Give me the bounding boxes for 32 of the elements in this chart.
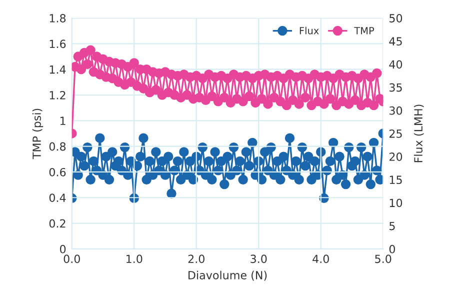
y-tick-label: 0.4 (49, 194, 66, 202)
x-tick-label: 3.0 (250, 254, 267, 264)
legend-label: Flux (300, 26, 319, 34)
y2-tick-label: 15 (390, 176, 402, 184)
y2-tick-label: 10 (390, 198, 402, 208)
y2-tick-label: 5 (390, 222, 395, 230)
legend-label: TMP (354, 27, 374, 34)
x-tick-label: 1.0 (126, 254, 142, 264)
y-axis-title: TMP (psi) (32, 108, 44, 160)
y2-tick-label: 35 (390, 83, 402, 92)
x-tick-label: 0.0 (64, 254, 80, 264)
y-tick-label: 1.6 (50, 40, 66, 48)
y-tick-label: 0.8 (49, 142, 66, 151)
y-tick-label: 0.6 (49, 168, 66, 176)
x-tick-label: 5.0 (375, 254, 392, 264)
x-tick-label: 4.0 (312, 254, 329, 264)
y-tick-label: 0.2 (49, 219, 66, 228)
x-axis-title: Diavolume (N) (188, 270, 267, 281)
y2-tick-label: 20 (389, 152, 402, 161)
y-tick-label: 1.4 (50, 65, 66, 74)
y-tick-label: 0 (60, 244, 66, 254)
x-tick-label: 2.0 (188, 254, 204, 264)
y2-tick-label: 50 (390, 14, 402, 22)
y2-tick-label: 40 (389, 60, 402, 69)
y-tick-label: 1.2 (50, 90, 66, 100)
y2-axis-title: Flux (LMH) (414, 104, 424, 162)
y-tick-label: 1.8 (50, 14, 66, 22)
y2-tick-label: 30 (390, 106, 402, 115)
y-tick-label: 1 (60, 116, 66, 125)
y2-tick-label: 45 (389, 37, 402, 46)
y2-tick-label: 25 (389, 129, 402, 138)
y2-tick-label: 0 (389, 244, 395, 254)
